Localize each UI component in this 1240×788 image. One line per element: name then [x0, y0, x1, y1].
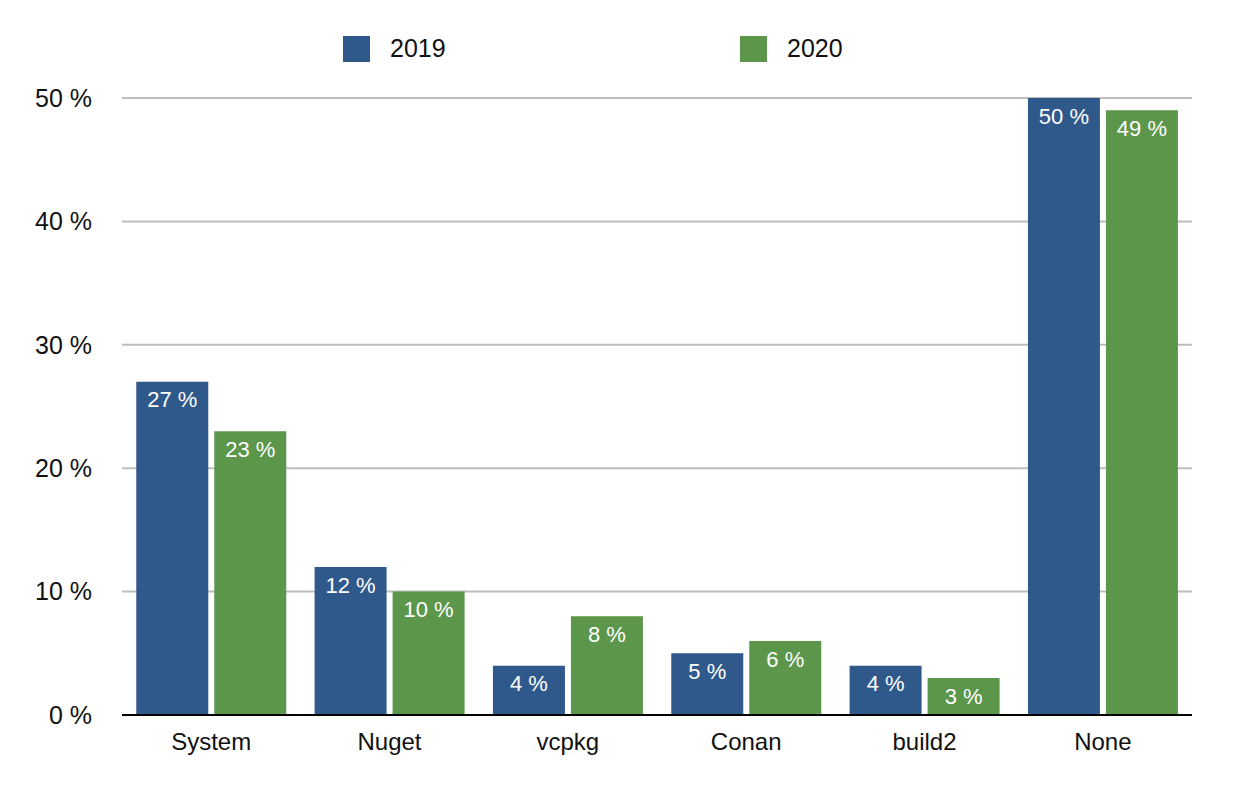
svg-text:build2: build2 — [892, 728, 956, 755]
svg-text:Nuget: Nuget — [357, 728, 421, 755]
svg-text:12 %: 12 % — [326, 573, 376, 598]
svg-text:3 %: 3 % — [945, 684, 983, 709]
svg-text:4 %: 4 % — [510, 671, 548, 696]
svg-text:8 %: 8 % — [588, 622, 626, 647]
svg-text:40 %: 40 % — [35, 207, 92, 235]
svg-text:0 %: 0 % — [49, 701, 92, 729]
svg-text:10 %: 10 % — [404, 597, 454, 622]
svg-text:vcpkg: vcpkg — [536, 728, 599, 755]
svg-text:5 %: 5 % — [688, 659, 726, 684]
svg-text:50 %: 50 % — [35, 84, 92, 112]
svg-text:6 %: 6 % — [766, 647, 804, 672]
html-text:2019: 2019 — [390, 34, 446, 62]
svg-text:27 %: 27 % — [147, 387, 197, 412]
svg-text:30 %: 30 % — [35, 331, 92, 359]
svg-text:Conan: Conan — [711, 728, 782, 755]
svg-text:23 %: 23 % — [225, 437, 275, 462]
svg-text:10 %: 10 % — [35, 577, 92, 605]
svg-text:20 %: 20 % — [35, 454, 92, 482]
svg-text:50 %: 50 % — [1039, 104, 1089, 129]
svg-text:4 %: 4 % — [867, 671, 905, 696]
svg-text:System: System — [171, 728, 251, 755]
html-text:2020: 2020 — [787, 34, 843, 62]
svg-text:49 %: 49 % — [1117, 116, 1167, 141]
svg-text:None: None — [1074, 728, 1131, 755]
